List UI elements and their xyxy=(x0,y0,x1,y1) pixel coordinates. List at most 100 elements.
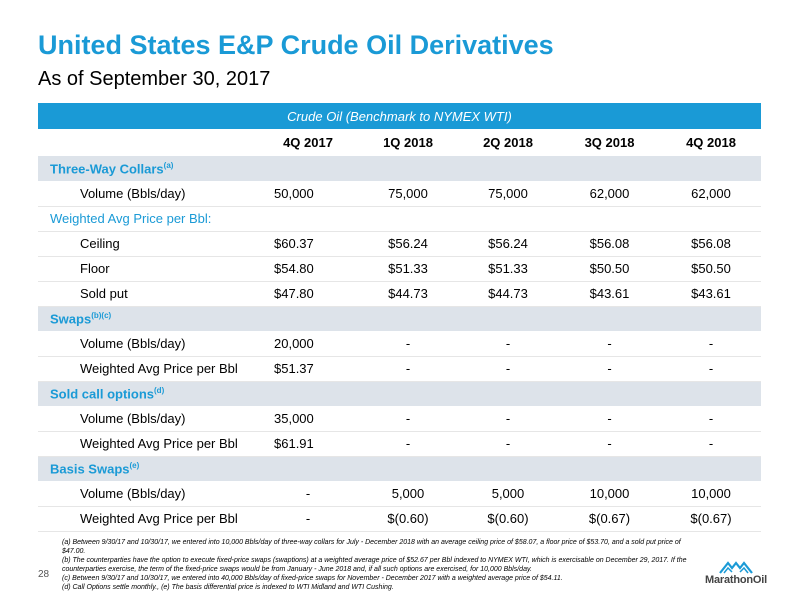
section-header-row: Swaps(b)(c) xyxy=(38,306,761,331)
table-cell: 20,000 xyxy=(258,331,358,357)
table-row: Floor $54.80 $51.33 $51.33 $50.50 $50.50 xyxy=(38,256,761,282)
table-cell: - xyxy=(258,481,358,507)
row-label: Volume (Bbls/day) xyxy=(38,331,258,357)
table-cell: - xyxy=(661,331,761,357)
table-cell: $(0.67) xyxy=(661,506,761,532)
footnote-marker: (d) xyxy=(154,386,165,396)
table-row: Volume (Bbls/day) 50,000 75,000 75,000 62,00… xyxy=(38,181,761,207)
table-row: Weighted Avg Price per Bbl - $(0.60) $(0.60… xyxy=(38,506,761,532)
footnote-marker: (b)(c) xyxy=(91,311,112,321)
table-cell: - xyxy=(661,431,761,457)
column-header: 4Q 2018 xyxy=(686,135,736,150)
section-label: Swaps(b)(c) xyxy=(38,306,761,331)
table-cell: - xyxy=(358,431,458,457)
section-label-text: Three-Way Collars xyxy=(50,161,164,177)
table-cell: $56.24 xyxy=(358,231,458,257)
footnote: (c) Between 9/30/17 and 10/30/17, we ent… xyxy=(62,575,563,582)
table-cell: 35,000 xyxy=(258,406,358,432)
section-label: Three-Way Collars(a) xyxy=(38,156,761,181)
section-header-row: Three-Way Collars(a) xyxy=(38,156,761,181)
table-cell: $51.33 xyxy=(358,256,458,282)
table-cell: 50,000 xyxy=(258,181,358,207)
table-cell: - xyxy=(258,506,358,532)
row-label: Floor xyxy=(38,256,258,282)
logo-mark-icon xyxy=(719,561,753,574)
table-row: Volume (Bbls/day) 20,000- - - - xyxy=(38,331,761,357)
table-cell: $(0.67) xyxy=(558,506,661,532)
table-cell: 10,000 xyxy=(558,481,661,507)
table-cell: $44.73 xyxy=(358,281,458,307)
table-cell: $51.33 xyxy=(458,256,558,282)
row-label: Sold put xyxy=(38,281,258,307)
table-cell: $(0.60) xyxy=(458,506,558,532)
table-cell: 62,000 xyxy=(558,181,661,207)
subsection-label: Weighted Avg Price per Bbl: xyxy=(38,206,761,232)
table-cell: $50.50 xyxy=(558,256,661,282)
table-cell: - xyxy=(458,406,558,432)
table-cell: - xyxy=(358,356,458,382)
row-label: Volume (Bbls/day) xyxy=(38,181,258,207)
column-header: 1Q 2018 xyxy=(383,135,433,150)
table-row: Sold put $47.80 $44.73 $44.73 $43.61 $43.61 xyxy=(38,281,761,307)
table-cell: $50.50 xyxy=(661,256,761,282)
page-number: 28 xyxy=(38,569,50,580)
table-row: Weighted Avg Price per Bbl $51.37- - - - xyxy=(38,356,761,382)
column-header-empty xyxy=(38,129,258,156)
table-cell: - xyxy=(558,431,661,457)
table-cell: $56.08 xyxy=(558,231,661,257)
logo-text: MarathonOil xyxy=(705,574,767,586)
page-title: United States E&P Crude Oil Derivatives xyxy=(38,30,554,60)
table-cell: - xyxy=(458,356,558,382)
table-cell: $54.80 xyxy=(258,256,358,282)
table-cell: $47.80 xyxy=(258,281,358,307)
table-cell: 75,000 xyxy=(358,181,458,207)
table-row: Weighted Avg Price per Bbl $61.91- - - - xyxy=(38,431,761,457)
table-cell: - xyxy=(358,406,458,432)
table-row: Volume (Bbls/day) 35,000- - - - xyxy=(38,406,761,432)
table-band: Crude Oil (Benchmark to NYMEX WTI) xyxy=(38,103,761,129)
company-logo: MarathonOil xyxy=(696,560,776,590)
table-cell: - xyxy=(458,431,558,457)
table-cell: $44.73 xyxy=(458,281,558,307)
section-header-row: Sold call options(d) xyxy=(38,381,761,406)
row-label: Volume (Bbls/day) xyxy=(38,481,258,507)
section-label-text: Sold call options xyxy=(50,386,155,402)
subsection-row: Weighted Avg Price per Bbl: xyxy=(38,206,761,232)
table-cell: $61.91 xyxy=(258,431,358,457)
page-subtitle: As of September 30, 2017 xyxy=(38,68,271,90)
section-label: Sold call options(d) xyxy=(38,381,761,406)
footnote-marker: (e) xyxy=(129,461,140,471)
table-cell: $43.61 xyxy=(558,281,661,307)
table-cell: $56.24 xyxy=(458,231,558,257)
table-cell: - xyxy=(661,356,761,382)
section-label-text: Basis Swaps xyxy=(50,461,130,477)
table-cell: 5,000 xyxy=(458,481,558,507)
footnote: (a) Between 9/30/17 and 10/30/17, we ent… xyxy=(62,539,681,555)
table-cell: $(0.60) xyxy=(358,506,458,532)
section-label-text: Swaps xyxy=(50,311,92,327)
table-cell: - xyxy=(558,331,661,357)
derivatives-table: Crude Oil (Benchmark to NYMEX WTI) 4Q 20… xyxy=(38,103,761,532)
section-label: Basis Swaps(e) xyxy=(38,456,761,481)
band-label: Crude Oil (Benchmark to NYMEX WTI) xyxy=(38,103,761,129)
section-header-row: Basis Swaps(e) xyxy=(38,456,761,481)
table-cell: - xyxy=(458,331,558,357)
table-cell: 75,000 xyxy=(458,181,558,207)
table-cell: 10,000 xyxy=(661,481,761,507)
table-cell: - xyxy=(558,406,661,432)
footnotes: (a) Between 9/30/17 and 10/30/17, we ent… xyxy=(62,538,702,592)
row-label: Weighted Avg Price per Bbl xyxy=(38,431,258,457)
table-row: Ceiling $60.37 $56.24 $56.24 $56.08 $56.08 xyxy=(38,231,761,257)
column-header: 4Q 2017 xyxy=(283,135,333,150)
table-cell: - xyxy=(661,406,761,432)
column-header: 3Q 2018 xyxy=(584,135,635,150)
table-cell: $56.08 xyxy=(661,231,761,257)
row-label: Weighted Avg Price per Bbl xyxy=(38,506,258,532)
footnote-marker: (a) xyxy=(163,160,174,170)
table-cell: $43.61 xyxy=(661,281,761,307)
row-label: Weighted Avg Price per Bbl xyxy=(38,356,258,382)
footnote: (d) Call Options settle monthly., (e) Th… xyxy=(62,584,394,591)
column-header: 2Q 2018 xyxy=(483,135,533,150)
table-cell: $60.37 xyxy=(258,231,358,257)
table-cell: $51.37 xyxy=(258,356,358,382)
